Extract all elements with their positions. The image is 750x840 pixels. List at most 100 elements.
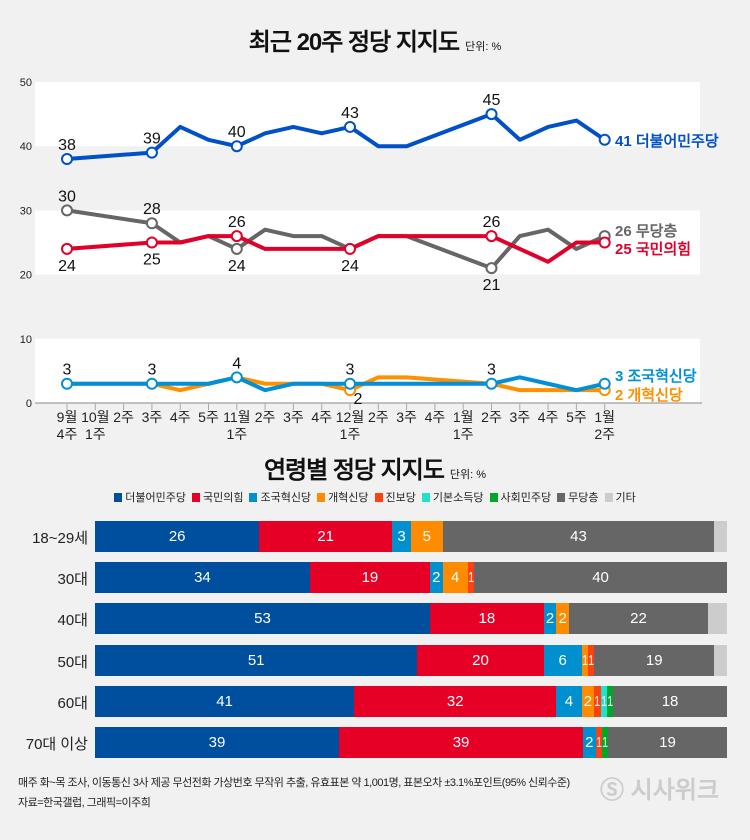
bar-segment-label: 1 — [602, 734, 608, 751]
bar-segment-label: 39 — [208, 734, 226, 751]
bar-segment-label: 22 — [630, 610, 647, 628]
legend-swatch — [421, 493, 430, 502]
bar-segment-label: 1 — [468, 569, 474, 587]
logo-text: 시사위크 — [630, 777, 719, 804]
x-tick-label: 5주 — [198, 409, 219, 425]
bar-segment-label: 2 — [558, 610, 567, 628]
data-point-marker — [485, 108, 498, 121]
bar-segment-label: 1 — [595, 734, 602, 751]
bar-segment-label: 34 — [194, 569, 211, 587]
y-tick-label: 20 — [20, 270, 32, 282]
data-label: 45 — [483, 92, 501, 109]
bar-segment-label: 4 — [451, 569, 460, 587]
x-tick-label: 3주 — [283, 409, 304, 425]
data-point-marker — [61, 204, 73, 217]
data-point-marker — [344, 377, 356, 390]
bar-segment-label: 18 — [661, 692, 679, 710]
data-point-marker — [230, 242, 243, 255]
bar-segment-진보당: 1 — [594, 685, 601, 717]
bar-segment-label: 40 — [592, 569, 609, 587]
data-label: 3 — [147, 362, 156, 379]
bar-segment-label: 6 — [558, 651, 567, 669]
data-point-marker — [145, 236, 158, 249]
bar-segment-국민의힘: 19 — [309, 562, 430, 594]
y-tick-label: 10 — [20, 334, 32, 346]
data-point-marker — [598, 377, 611, 390]
series-end-label: 25 국민의힘 — [615, 240, 691, 258]
line-title-text: 최근 20주 정당 지지도 — [248, 29, 460, 56]
bar-segment-label: 18 — [478, 610, 496, 628]
x-tick-label: 2주 — [594, 426, 615, 440]
data-point-marker — [344, 120, 356, 133]
x-tick-label: 2주 — [481, 409, 502, 425]
data-label: 3 — [487, 362, 496, 379]
data-label: 2 — [354, 391, 363, 408]
legend-item: 기본소득당 — [421, 489, 484, 505]
bar-segment-국민의힘: 39 — [339, 727, 584, 758]
data-point-marker — [485, 377, 498, 390]
x-tick-label: 9월 — [57, 409, 78, 425]
bar-segment-label: 2 — [432, 569, 441, 587]
x-tick-label: 10월 — [81, 409, 109, 425]
data-label: 40 — [228, 124, 246, 141]
row-label: 30대 — [57, 571, 89, 589]
data-point-marker — [485, 262, 498, 275]
data-label: 26 — [483, 214, 501, 231]
data-point-marker — [230, 230, 243, 243]
y-tick-label: 40 — [20, 141, 32, 153]
x-tick-label: 11월 — [223, 409, 250, 425]
bar-segment-label: 41 — [216, 692, 233, 710]
legend-label: 기본소득당 — [432, 492, 484, 504]
bar-chart-title: 연령별 정당 지지도 단위: % — [0, 450, 750, 485]
bar-segment-진보당: 1 — [595, 727, 602, 758]
bar-segment-무당층: 40 — [474, 562, 727, 594]
data-label: 24 — [228, 258, 246, 275]
legend-swatch — [191, 493, 200, 502]
legend-swatch — [557, 493, 566, 502]
series-end-label: 41 더불어민주당 — [615, 132, 719, 150]
bar-segment-label: 2 — [545, 610, 555, 628]
series-end-label: 26 무당층 — [615, 222, 677, 240]
bar-segment-무당층: 22 — [568, 603, 708, 635]
bar-segment-더불어민주당: 26 — [95, 521, 260, 552]
data-label: 3 — [346, 362, 355, 379]
series-line-국민의힘 — [66, 234, 605, 264]
legend-label: 사회민주당 — [500, 492, 552, 504]
bar-segment-조국혁신당: 6 — [543, 644, 582, 676]
bar-segment-label: 2 — [585, 734, 594, 751]
bar-segment-label: 2 — [583, 692, 593, 710]
series-end-label: 3 조국혁신당 — [615, 367, 697, 385]
stacked-bar: 53 18 2 2 22 — [95, 603, 727, 635]
bar-segment-기타 — [714, 644, 727, 676]
bar-segment-무당층: 19 — [608, 727, 727, 758]
series-line-조국혁신당 — [67, 375, 606, 393]
data-point-marker — [145, 217, 158, 230]
x-tick-label: 12월 — [336, 409, 364, 425]
x-tick-label: 4주 — [57, 426, 78, 440]
bar-segment-label: 4 — [564, 692, 574, 710]
legend-label: 조국혁신당 — [260, 492, 312, 504]
bar-segment-기타 — [714, 521, 727, 552]
bar-title-text: 연령별 정당 지지도 — [263, 457, 445, 484]
x-tick-label: 1주 — [226, 426, 247, 440]
y-tick-label: 30 — [20, 205, 32, 217]
bar-segment-더불어민주당: 51 — [95, 644, 418, 676]
legend-swatch — [317, 493, 326, 502]
legend-label: 무당층 — [568, 492, 599, 504]
bar-segment-label: 5 — [422, 528, 431, 545]
bar-segment-국민의힘: 21 — [259, 521, 393, 552]
bar-segment-label: 1 — [607, 692, 613, 710]
legend-label: 진보당 — [385, 492, 416, 504]
bar-segment-진보당: 1 — [587, 644, 595, 676]
legend-swatch — [604, 493, 613, 502]
data-label: 24 — [341, 258, 359, 275]
bar-segment-진보당: 1 — [467, 562, 475, 594]
data-label: 43 — [341, 105, 359, 122]
data-label: 3 — [63, 362, 72, 379]
bar-segment-조국혁신당: 2 — [543, 603, 557, 635]
bar-segment-개혁신당: 5 — [410, 521, 443, 552]
bar-segment-label: 1 — [581, 651, 588, 669]
legend-item: 개혁신당 — [317, 489, 369, 505]
y-tick-label: 0 — [26, 398, 32, 410]
